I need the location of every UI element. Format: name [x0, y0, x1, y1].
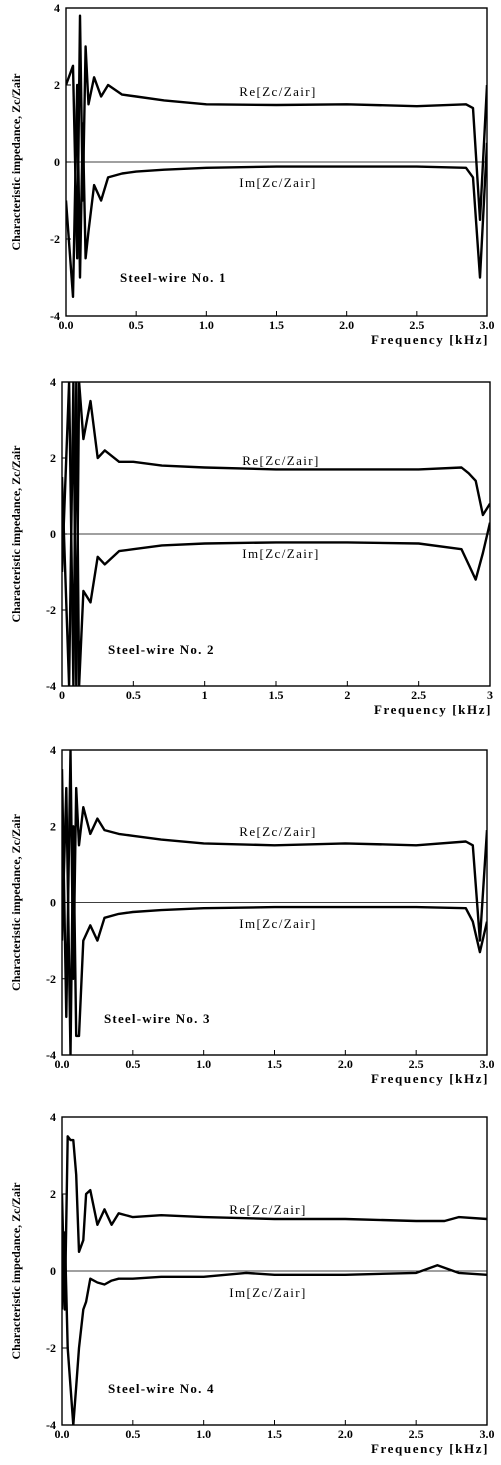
y-tick-label: -4	[46, 1048, 56, 1062]
re-series-line	[62, 1135, 487, 1311]
x-axis-label: Frequency [kHz]	[374, 702, 492, 717]
panel-label: Steel-wire No. 3	[104, 1011, 211, 1026]
y-axis-label: Characteristic impedance, Zc/Zair	[9, 813, 23, 991]
y-tick-label: -2	[46, 1341, 56, 1355]
x-tick-label: 2.5	[411, 688, 426, 702]
y-tick-label: 2	[50, 451, 56, 465]
x-tick-label: 1.0	[199, 318, 214, 332]
panel-label: Steel-wire No. 1	[120, 270, 227, 285]
re-series-line	[62, 750, 487, 1019]
x-tick-label: 2.5	[409, 318, 424, 332]
y-axis-label: Characteristic impedance, Zc/Zair	[9, 445, 23, 623]
x-axis-label: Frequency [kHz]	[371, 1441, 489, 1456]
x-tick-label: 0	[59, 688, 65, 702]
y-tick-label: 0	[50, 896, 56, 910]
x-tick-label: 3.0	[480, 318, 495, 332]
y-tick-label: -2	[46, 603, 56, 617]
y-tick-label: 2	[50, 819, 56, 833]
y-axis-label: Characteristic impedance, Zc/Zair	[9, 1182, 23, 1360]
y-tick-label: 4	[54, 1, 60, 15]
x-tick-label: 1.0	[196, 1057, 211, 1071]
im-series-line	[62, 786, 487, 1055]
x-tick-label: 2.0	[338, 1427, 353, 1441]
panel-label: Steel-wire No. 4	[108, 1381, 215, 1396]
x-tick-label: 0.0	[59, 318, 74, 332]
x-tick-label: 2	[344, 688, 350, 702]
x-tick-label: 2.0	[339, 318, 354, 332]
re-series-label: Re[Zc/Zair]	[229, 1202, 306, 1217]
y-tick-label: 0	[50, 1264, 56, 1278]
im-series-label: Im[Zc/Zair]	[239, 916, 316, 931]
im-series-line	[66, 83, 487, 298]
x-tick-label: 1.5	[269, 688, 284, 702]
x-tick-label: 0.0	[55, 1057, 70, 1071]
y-tick-label: 4	[50, 1110, 56, 1124]
chart-panel-1: 0.0 0.5 1.0 1.5 2.0 2.5 3.0 4 2 0 -2 -4 Frequency [k…	[9, 1, 495, 347]
re-series-label: Re[Zc/Zair]	[239, 84, 316, 99]
panel-label: Steel-wire No. 2	[108, 642, 215, 657]
y-tick-label: -2	[50, 232, 60, 246]
x-tick-label: 2.5	[409, 1427, 424, 1441]
chart-panel-2: 0 0.5 1 1.5 2 2.5 3 4 2 0 -2 -4 Frequency [kHz] Chara…	[9, 375, 493, 717]
x-tick-label: 1	[202, 688, 208, 702]
x-tick-label: 1.5	[267, 1427, 282, 1441]
re-series-label: Re[Zc/Zair]	[239, 824, 316, 839]
y-tick-label: 2	[54, 78, 60, 92]
x-tick-label: 0.5	[129, 318, 144, 332]
x-tick-label: 3.0	[480, 1427, 495, 1441]
y-tick-label: -4	[46, 1418, 56, 1432]
x-tick-label: 2.5	[409, 1057, 424, 1071]
y-tick-label: -4	[50, 309, 60, 323]
im-series-line	[62, 1231, 487, 1425]
y-tick-label: -4	[46, 679, 56, 693]
im-series-label: Im[Zc/Zair]	[229, 1285, 306, 1300]
x-axis-label: Frequency [kHz]	[371, 332, 489, 347]
x-axis-label: Frequency [kHz]	[371, 1071, 489, 1086]
y-tick-label: 2	[50, 1187, 56, 1201]
y-tick-label: 4	[50, 375, 56, 389]
y-tick-label: -2	[46, 972, 56, 986]
x-tick-label: 0.5	[126, 688, 141, 702]
x-tick-label: 1.0	[196, 1427, 211, 1441]
x-tick-label: 1.5	[267, 1057, 282, 1071]
chart-panel-4: 0.0 0.5 1.0 1.5 2.0 2.5 3.0 4 2 0 -2 -4 Frequency [k…	[9, 1110, 495, 1456]
y-tick-label: 4	[50, 743, 56, 757]
re-series-line	[66, 14, 487, 260]
x-tick-label: 0.5	[125, 1427, 140, 1441]
chart-panel-3: 0.0 0.5 1.0 1.5 2.0 2.5 3.0 4 2 0 -2 -4 Frequency [k…	[9, 743, 495, 1086]
x-tick-label: 2.0	[338, 1057, 353, 1071]
x-tick-label: 3	[487, 688, 493, 702]
im-series-label: Im[Zc/Zair]	[242, 546, 319, 561]
x-tick-label: 0.0	[55, 1427, 70, 1441]
x-tick-label: 0.5	[125, 1057, 140, 1071]
y-axis-label: Characteristic impedance, Zc/Zair	[9, 73, 23, 251]
im-series-line	[62, 382, 490, 686]
re-series-label: Re[Zc/Zair]	[242, 453, 319, 468]
im-series-label: Im[Zc/Zair]	[239, 175, 316, 190]
x-tick-label: 1.5	[269, 318, 284, 332]
y-tick-label: 0	[50, 527, 56, 541]
x-tick-label: 3.0	[480, 1057, 495, 1071]
y-tick-label: 0	[54, 155, 60, 169]
